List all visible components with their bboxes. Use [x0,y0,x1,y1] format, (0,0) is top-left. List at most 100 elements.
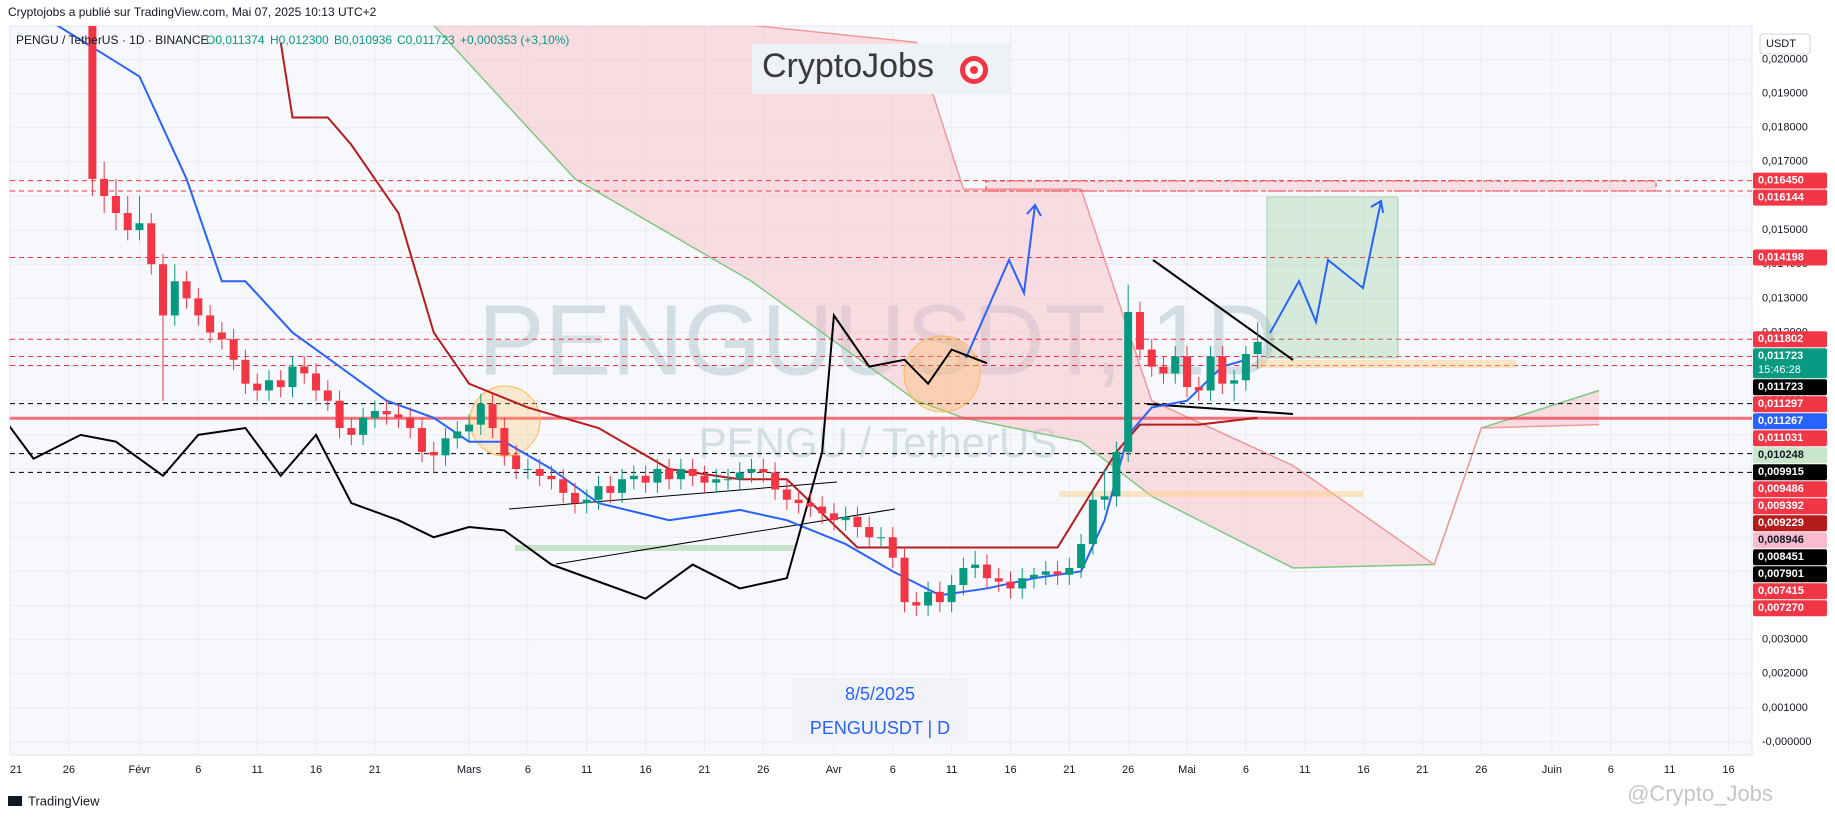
price-label: 0,007270 [1758,602,1804,614]
price-label: 0,011297 [1758,398,1803,410]
candle-body [982,564,991,579]
price-label-box [1753,331,1827,348]
x-tick-label: Févr [128,764,150,776]
candle-body [312,373,321,391]
channel-line [508,481,838,510]
candle-body [88,26,97,179]
candle-body [147,223,156,265]
projection-arrow [1269,200,1382,334]
candle-body [441,438,450,456]
arrow-head [1026,203,1042,217]
drawings [469,180,1657,565]
candle-body [994,578,1003,582]
price-label: 0,016450 [1758,175,1804,187]
x-tick-label: 21 [1063,764,1075,776]
price-label-box [1753,481,1827,498]
x-tick-label: 21 [10,764,22,776]
support-zone [1258,360,1516,368]
cloud [433,26,1600,569]
price-label-box [1753,532,1827,549]
price-label: 0,011267 [1758,415,1803,427]
candle-body [759,468,768,473]
candle-body [723,479,732,481]
price-label: 0,009229 [1758,517,1804,529]
candle-body [665,468,674,480]
candle-body [194,298,203,316]
candle-body [1018,578,1027,589]
candle-body [794,499,803,504]
candle-body [264,380,273,391]
price-label-box [1753,498,1827,515]
symbol-info: PENGU / TetherUS · 1D · BINANCE [16,33,209,47]
ohlc-close: C0,011723 [397,33,455,47]
candle-body [1100,496,1109,500]
price-label: 0,009392 [1758,500,1804,512]
candle-body [512,455,521,469]
candle-body [1053,571,1062,575]
projection-arrow [965,204,1036,359]
candle-body [618,479,627,493]
candle-body [123,213,132,231]
candle-body [735,472,744,480]
candle-body [700,475,709,483]
candle-body [959,567,968,586]
x-tick-label: 21 [1416,764,1428,776]
candle-body [170,281,179,316]
candle-body [712,479,721,483]
support-zone [1059,491,1363,497]
candle-body [653,468,662,483]
currency-box[interactable] [1759,33,1811,55]
price-label-box [1753,447,1827,464]
credit: @Crypto_Jobs [1627,781,1773,806]
candle-body [841,516,850,521]
candle-body [1230,380,1239,384]
candle-body [335,400,344,429]
candle-body [1218,356,1227,384]
price-label: 0,007901 [1758,568,1804,580]
candle-body [829,513,838,521]
candle-body [629,475,638,480]
x-tick-label: 26 [1475,764,1487,776]
levels [10,180,1752,473]
candle-body [1065,567,1074,575]
publisher: Cryptojobs a publié sur TradingView.com,… [8,5,377,19]
candle-body [300,366,309,374]
brand-icon [8,796,22,806]
plot-area [9,25,1753,756]
candle-body [159,264,168,316]
price-label: 0,010248 [1758,449,1804,461]
candle-body [323,390,332,401]
candle-body [688,468,697,476]
price-label-box [1753,396,1827,413]
y-tick-label: 0,013000 [1762,292,1808,304]
x-tick-label: 26 [757,764,769,776]
x-tick-label: 6 [890,764,896,776]
candle-body [1041,571,1050,575]
price-label: 0,008451 [1758,551,1804,563]
x-tick-label: 16 [1722,764,1734,776]
price-label-box [1753,430,1827,447]
x-tick-label: 6 [195,764,201,776]
candle-body [782,489,791,500]
highlight-circle [903,335,981,413]
candle-body [547,475,556,480]
price-label: 0,009486 [1758,483,1804,495]
price-label: 0,007415 [1758,585,1804,597]
legend: PENGU / TetherUS · 1D · BINANCE O0,01137… [16,33,569,47]
note-box [792,678,968,744]
candle-body [406,417,415,429]
x-tick-label: 11 [251,764,262,776]
candle-body [582,499,591,504]
candle-body [594,486,603,500]
candle-body [1077,544,1086,568]
price-label-box [1753,379,1827,396]
candle-body [465,424,474,432]
candles [88,26,1262,616]
candle-body [1030,574,1039,579]
candle-body [417,428,426,452]
candle-body [1147,349,1156,367]
candle-body [276,380,285,388]
price-label-box [1753,348,1827,379]
candle-body [288,366,297,388]
candle-body [606,486,615,493]
